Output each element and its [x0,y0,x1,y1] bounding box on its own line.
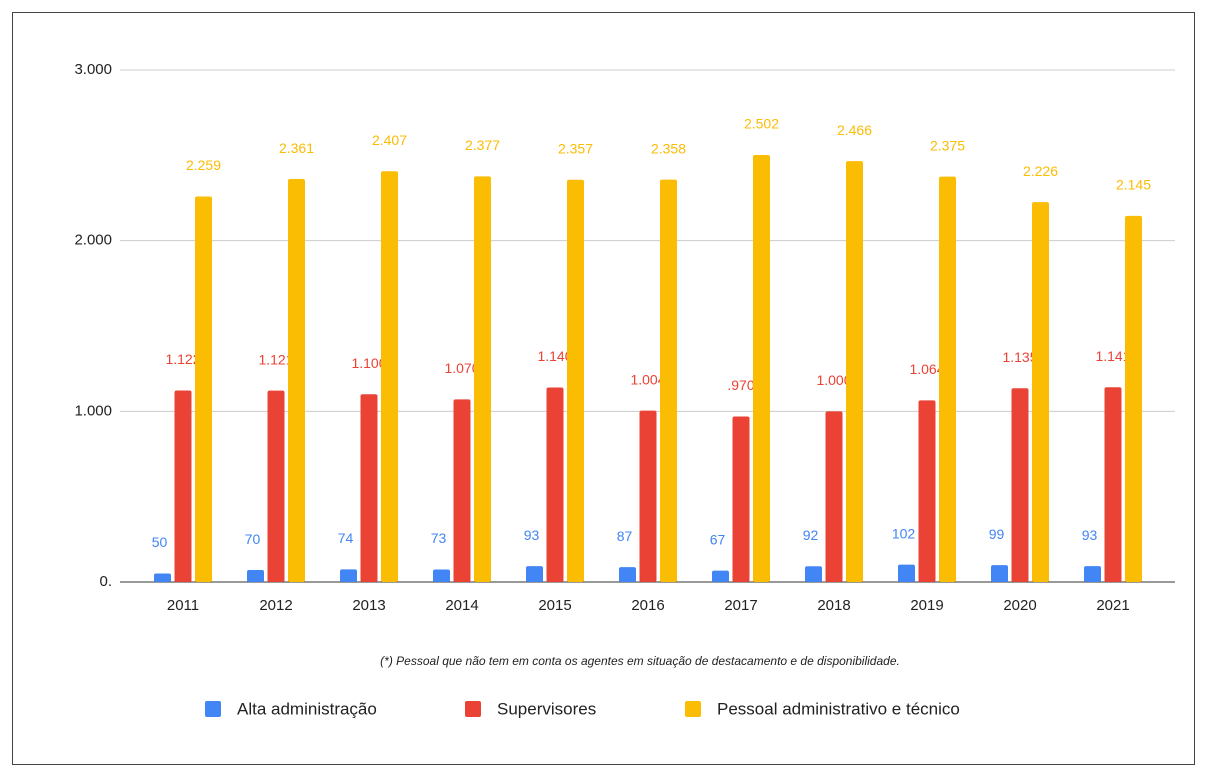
x-tick-label: 2012 [259,597,292,614]
data-label: 2.361 [279,140,314,156]
data-label: 70 [245,531,261,547]
data-label: 87 [617,528,633,544]
bar [846,161,863,583]
bar [1011,388,1029,582]
legend-swatch [205,701,221,717]
bar [340,569,357,582]
bar [154,573,171,582]
legend-label: Supervisores [497,699,596,718]
data-label: 1.070 [444,360,479,376]
bar [991,565,1008,582]
bar [433,569,450,582]
bar [639,410,657,582]
bar [918,400,936,582]
bar [453,399,471,582]
bar [195,196,212,583]
y-tick-label: 0. [99,573,112,590]
data-label: 1.122 [165,351,200,367]
bar [174,390,192,582]
data-label: 102 [892,525,916,541]
data-label: 2.375 [930,137,965,153]
data-label: 50 [152,534,168,550]
x-tick-label: 2017 [724,597,757,614]
data-label: 1.141 [1095,348,1130,364]
x-tick-label: 2013 [352,597,385,614]
y-tick-label: 3.000 [74,61,112,78]
data-label: 99 [989,526,1005,542]
bar [567,179,584,583]
x-tick-label: 2011 [167,597,199,614]
bar [1104,387,1122,582]
x-tick-label: 2016 [631,597,664,614]
bar [753,154,770,582]
data-label: 2.502 [744,116,779,132]
data-label: 93 [524,527,540,543]
data-label: 2.226 [1023,163,1058,179]
data-label: 2.407 [372,132,407,148]
data-label: .970 [727,377,754,393]
data-label: 1.135 [1002,349,1037,365]
data-label: 2.466 [837,122,872,138]
data-label: 1.121 [258,351,293,367]
bar [247,570,264,582]
bar [939,176,956,582]
x-tick-label: 2020 [1003,597,1036,614]
bar [381,171,398,583]
data-label: 1.064 [909,361,944,377]
data-label: 1.000 [816,372,851,388]
bar [805,566,822,582]
bar [288,179,305,582]
bar [732,416,750,582]
bar [1084,566,1101,582]
x-tick-label: 2021 [1096,597,1129,614]
data-label: 2.145 [1116,177,1151,193]
annotation: (*) Pessoal que não tem em conta os agen… [380,654,900,668]
bar [1032,202,1049,582]
bar [660,179,677,582]
y-tick-label: 2.000 [74,232,112,249]
data-label: 1.100 [351,355,386,371]
data-label: 2.259 [186,157,221,173]
legend-label: Pessoal administrativo e técnico [717,699,960,718]
bar [546,387,564,582]
data-label: 1.004 [630,371,665,387]
bar [360,394,378,582]
bar [267,390,285,582]
x-tick-label: 2019 [910,597,943,614]
bar [1125,215,1142,583]
bar [526,566,543,582]
data-label: 74 [338,530,354,546]
legend-swatch [465,701,481,717]
legend-swatch [685,701,701,717]
legend-label: Alta administração [237,699,377,718]
data-label: 92 [803,527,819,543]
x-tick-label: 2018 [817,597,850,614]
data-label: 1.140 [537,348,572,364]
data-label: 93 [1082,527,1098,543]
bar [474,176,491,583]
bar [619,567,636,582]
y-tick-label: 1.000 [74,402,112,419]
data-label: 2.377 [465,137,500,153]
x-tick-label: 2015 [538,597,571,614]
data-label: 67 [710,531,726,547]
data-label: 2.357 [558,140,593,156]
data-label: 2.358 [651,140,686,156]
data-label: 73 [431,530,447,546]
bar [712,570,729,582]
bar [898,564,915,582]
x-tick-label: 2014 [445,597,478,614]
bar [825,411,843,582]
